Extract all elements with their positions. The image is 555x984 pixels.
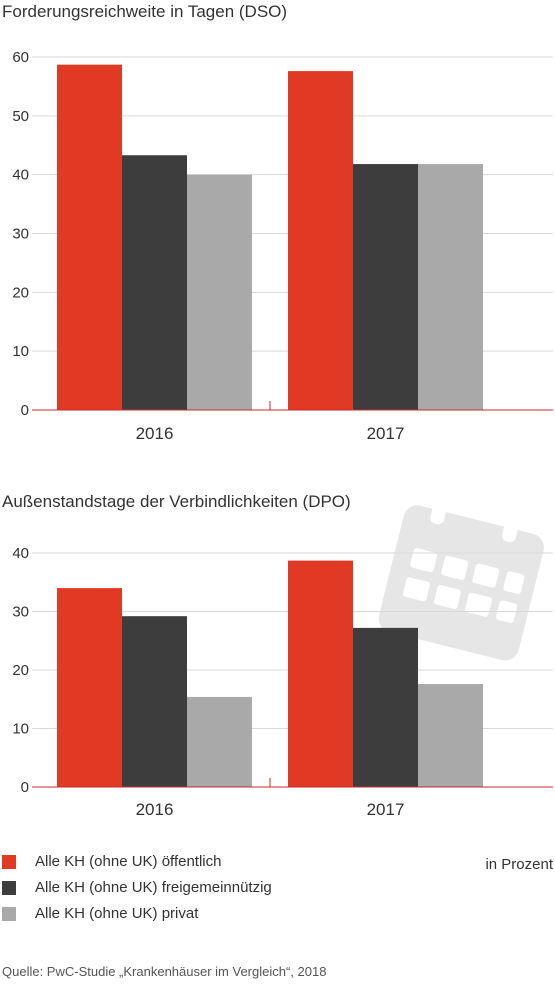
y-tick-label: 20 [12,662,29,679]
bar-2016-series-1 [57,64,122,411]
legend-label: Alle KH (ohne UK) freigemeinnützig [35,879,272,896]
legend-label: Alle KH (ohne UK) öffentlich [35,853,222,870]
legend-swatch [2,855,16,869]
bar-2017-series-2 [353,164,418,410]
dso-bar-chart: 0 10 20 30 40 50 60 2016 2017 [12,49,553,443]
chart-title-dpo: Außenstandstage der Verbindlichkeiten (D… [2,492,351,511]
y-tick-label: 0 [21,779,29,796]
bar-2016-series-3 [187,174,252,410]
x-tick-label: 2017 [367,424,405,443]
legend-item-oeffentlich: Alle KH (ohne UK) öffentlich [0,853,555,879]
unit-note: in Prozent [485,856,553,873]
calendar-icon [378,494,544,661]
x-tick-label: 2016 [136,424,174,443]
legend: Alle KH (ohne UK) öffentlich Alle KH (oh… [0,853,555,931]
y-tick-label: 10 [12,343,29,360]
y-tick-label: 30 [12,604,29,621]
bar-2016-series-3 [187,696,252,787]
bar-2017-series-1 [288,71,353,411]
legend-item-freigemeinnuetzig: Alle KH (ohne UK) freigemeinnützig [0,879,555,905]
y-tick-label: 30 [12,226,29,243]
chart-title-dso: Forderungsreichweite in Tagen (DSO) [2,2,288,21]
bar-2017-series-2 [353,627,418,787]
bar-2017-series-3 [418,164,483,410]
bar-2017-series-3 [418,684,483,787]
legend-label: Alle KH (ohne UK) privat [35,905,199,922]
y-tick-label: 50 [12,108,29,125]
y-tick-label: 40 [12,545,29,562]
x-tick-label: 2016 [136,800,174,819]
dpo-bar-chart: 0 10 20 30 40 2016 2017 [12,545,553,819]
x-tick-label: 2017 [367,800,405,819]
bar-2017-series-1 [288,560,353,787]
legend-item-privat: Alle KH (ohne UK) privat [0,905,555,931]
legend-swatch [2,881,16,895]
y-tick-label: 40 [12,167,29,184]
y-tick-label: 20 [12,284,29,301]
y-tick-label: 60 [12,49,29,66]
y-tick-label: 10 [12,721,29,738]
bar-2016-series-1 [57,588,122,787]
legend-swatch [2,907,16,921]
y-tick-label: 0 [21,402,29,419]
source-note: Quelle: PwC-Studie „Krankenhäuser im Ver… [2,964,327,979]
bar-2016-series-2 [122,616,187,787]
bar-2016-series-2 [122,155,187,410]
